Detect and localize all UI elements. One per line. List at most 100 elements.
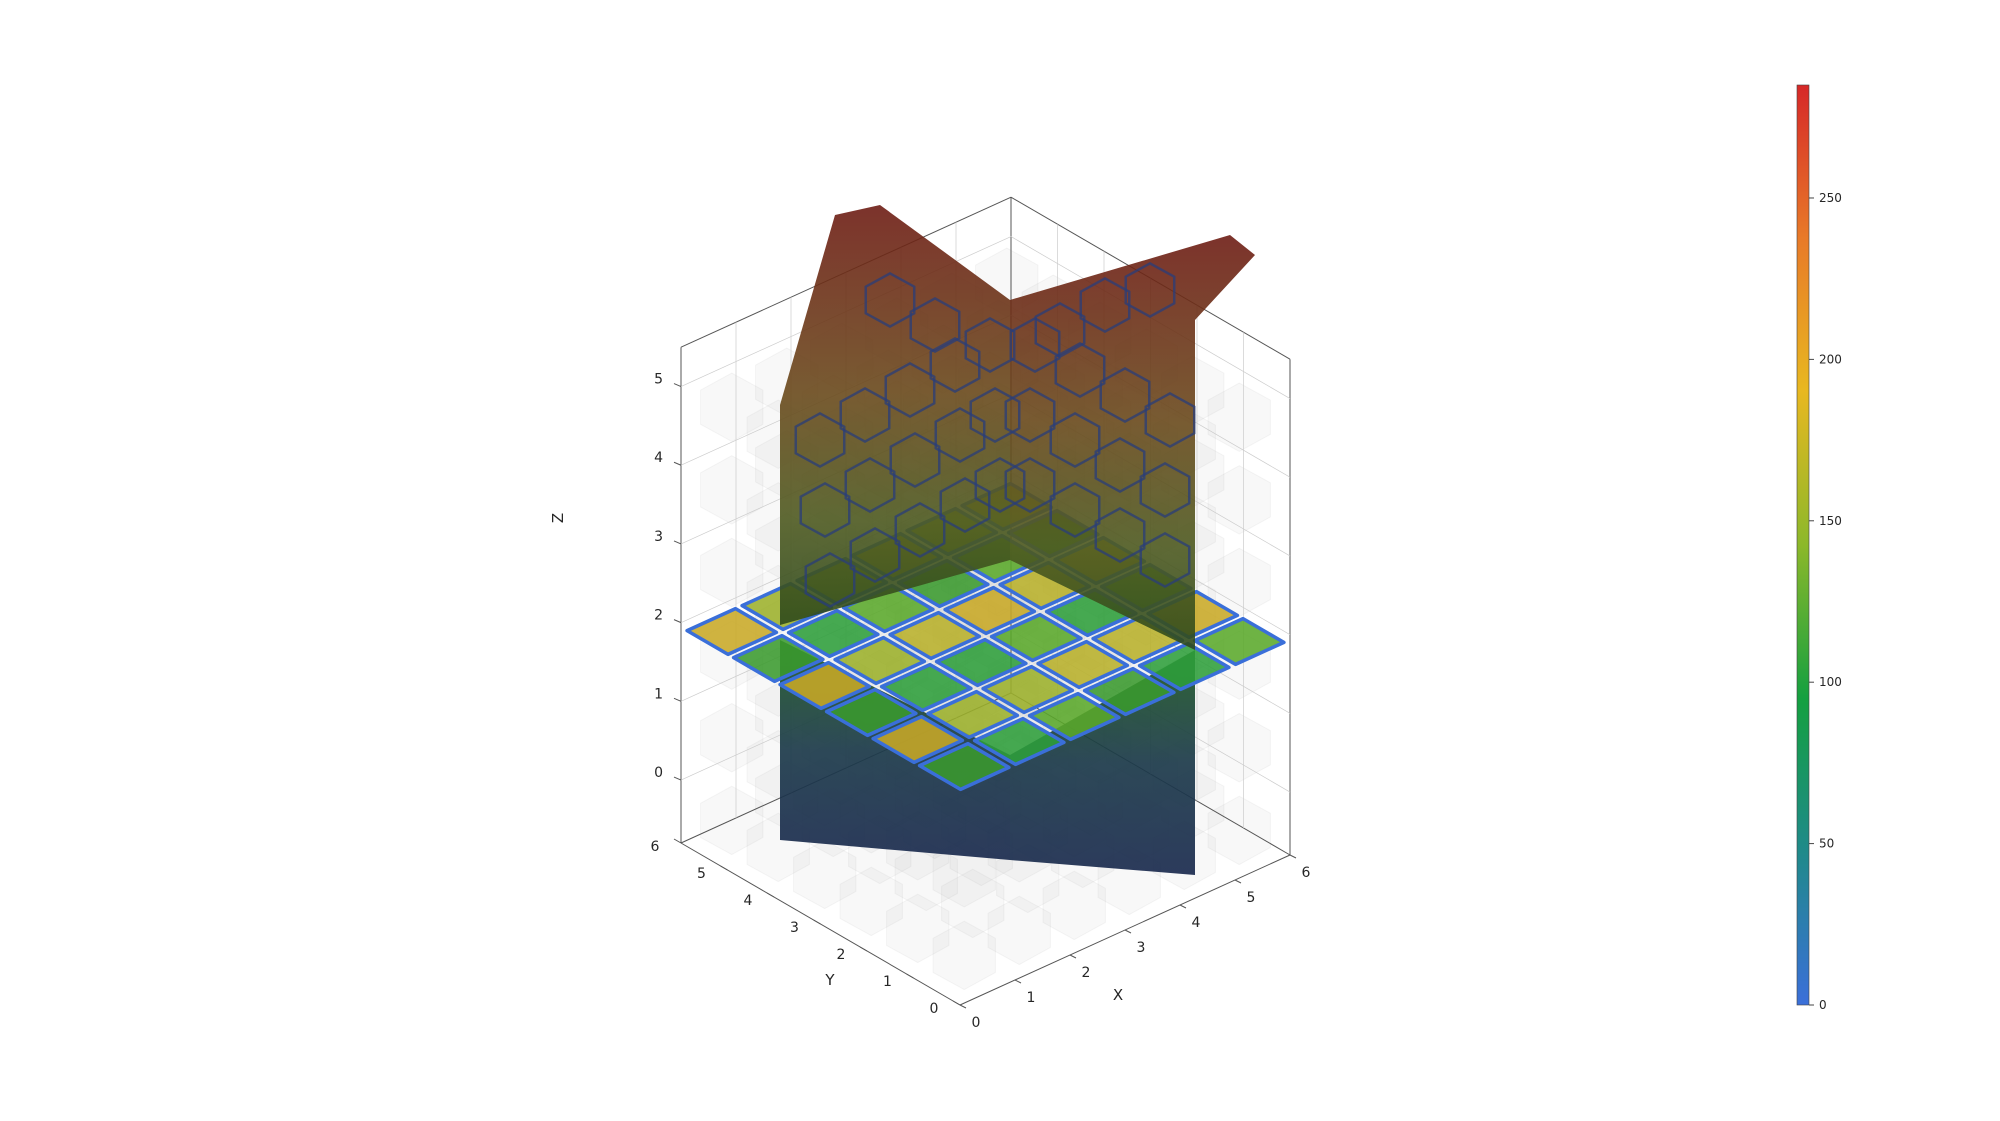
slice-tile xyxy=(934,637,1028,688)
slice-cell-edge xyxy=(1049,411,1101,469)
z-axis-label: Z xyxy=(549,513,567,523)
z-tick-mark xyxy=(673,697,682,702)
slice-tile xyxy=(685,606,779,657)
slice-tile xyxy=(972,716,1066,767)
x-tick-label: 0 xyxy=(972,1015,981,1031)
x-tick-mark xyxy=(1014,979,1022,984)
slice-cell-edge xyxy=(934,406,986,464)
x-tick-mark xyxy=(1289,854,1297,859)
x-tick-label: 6 xyxy=(1302,865,1311,881)
y-axis-label: Y xyxy=(824,971,835,989)
slice-cell-edge xyxy=(864,271,916,329)
slice-cell-edge xyxy=(1124,261,1176,319)
slice-tile xyxy=(1036,639,1130,690)
background-cell xyxy=(839,866,903,937)
y-tick-label: 4 xyxy=(744,893,753,909)
upper-vertical-slices xyxy=(780,205,1255,650)
background-cell xyxy=(894,841,958,912)
slice-cell-edge xyxy=(799,481,851,539)
slice-cell-edge xyxy=(804,551,856,609)
upper-slice-cell-edges xyxy=(794,261,1196,609)
slice-cell-edge xyxy=(1139,531,1191,589)
slice-tile xyxy=(1082,666,1176,717)
slice-cell-edge xyxy=(894,501,946,559)
colorbar-tick-label: 150 xyxy=(1819,514,1842,528)
slice-tile xyxy=(871,714,965,765)
z-tick-label: 3 xyxy=(654,529,663,545)
colorbar-tick-label: 200 xyxy=(1819,352,1842,366)
colorbar-tick-label: 250 xyxy=(1819,191,1842,205)
slice-cell-edge xyxy=(1094,436,1146,494)
x-tick-mark xyxy=(1179,904,1187,909)
slice-cell-edge xyxy=(1054,341,1106,399)
slice-tile xyxy=(926,689,1020,740)
background-cell xyxy=(1207,547,1271,618)
slice-tile xyxy=(1027,691,1121,742)
slice-tile xyxy=(917,741,1011,792)
background-cell xyxy=(1207,382,1271,452)
y-tick-mark xyxy=(906,973,914,979)
z-axis-ticks: 0 1 2 3 4 5 xyxy=(654,372,682,781)
background-cell xyxy=(700,455,764,525)
x-tick-label: 5 xyxy=(1247,890,1256,906)
background-cell xyxy=(700,702,764,773)
z-tick-mark xyxy=(673,776,682,781)
y-tick-label: 1 xyxy=(883,974,892,990)
background-cell xyxy=(941,868,1005,939)
x-tick-label: 1 xyxy=(1027,990,1036,1006)
y-tick-mark xyxy=(720,865,728,871)
x-axis-label: X xyxy=(1113,986,1123,1004)
background-cell xyxy=(987,895,1051,966)
background-cell xyxy=(932,920,996,991)
z-tick-label: 5 xyxy=(654,372,663,388)
z-tick-mark xyxy=(673,383,682,387)
x-tick-label: 2 xyxy=(1082,965,1091,981)
slice-cell-edge xyxy=(939,476,991,534)
slice-cell-edge xyxy=(849,526,901,584)
slice-cell-edge xyxy=(889,431,941,489)
slice-cell-edge xyxy=(1049,481,1101,539)
slice-tile xyxy=(833,635,927,686)
colorbar-tick-label: 0 xyxy=(1819,998,1827,1012)
slice-cell-edge xyxy=(1144,391,1196,449)
y-tick-mark xyxy=(766,892,775,898)
x-tick-mark xyxy=(1124,929,1132,934)
background-cell xyxy=(1207,795,1271,866)
slice-cell-edge xyxy=(1099,366,1151,424)
y-tick-mark xyxy=(859,946,868,952)
slice-tile xyxy=(824,687,918,738)
colorbar-ticks: 0 50 100 150 200 250 xyxy=(1809,191,1842,1012)
background-cell xyxy=(886,893,950,964)
slice-tile xyxy=(778,660,872,711)
background-cell xyxy=(1207,712,1271,783)
y-axis-ticks: 0 1 2 3 4 5 6 xyxy=(651,838,961,1017)
slice-cell-edge xyxy=(1079,276,1131,334)
x-axis-ticks: 0 1 2 3 4 5 6 xyxy=(959,854,1311,1031)
slice-cell-edge xyxy=(1094,506,1146,564)
y-tick-label: 5 xyxy=(697,866,706,882)
slice-cell-edge xyxy=(839,386,891,444)
colorbar-tick-label: 50 xyxy=(1819,837,1834,851)
slice-cell-edge xyxy=(1004,386,1056,444)
slice-tile xyxy=(989,612,1083,663)
slice-tile xyxy=(888,610,982,661)
z-tick-label: 1 xyxy=(654,686,663,702)
y-tick-mark xyxy=(952,1000,961,1006)
z-tick-mark xyxy=(673,461,682,466)
slice-cell-edge xyxy=(1004,456,1056,514)
slice-cell-edge xyxy=(1139,461,1191,519)
z-tick-label: 2 xyxy=(654,608,663,624)
slice-cell-edge xyxy=(844,456,896,514)
background-cell xyxy=(793,839,857,910)
x-tick-label: 4 xyxy=(1192,915,1201,931)
colorbar: 0 50 100 150 200 250 xyxy=(1796,84,1842,1012)
slice-tile xyxy=(1192,616,1286,667)
x-tick-mark xyxy=(959,1004,967,1009)
slice-tile xyxy=(786,608,880,659)
background-cell xyxy=(1042,870,1106,941)
z-tick-mark xyxy=(673,540,682,545)
slice-tile xyxy=(731,633,825,684)
slice-cell-edge xyxy=(969,386,1021,444)
